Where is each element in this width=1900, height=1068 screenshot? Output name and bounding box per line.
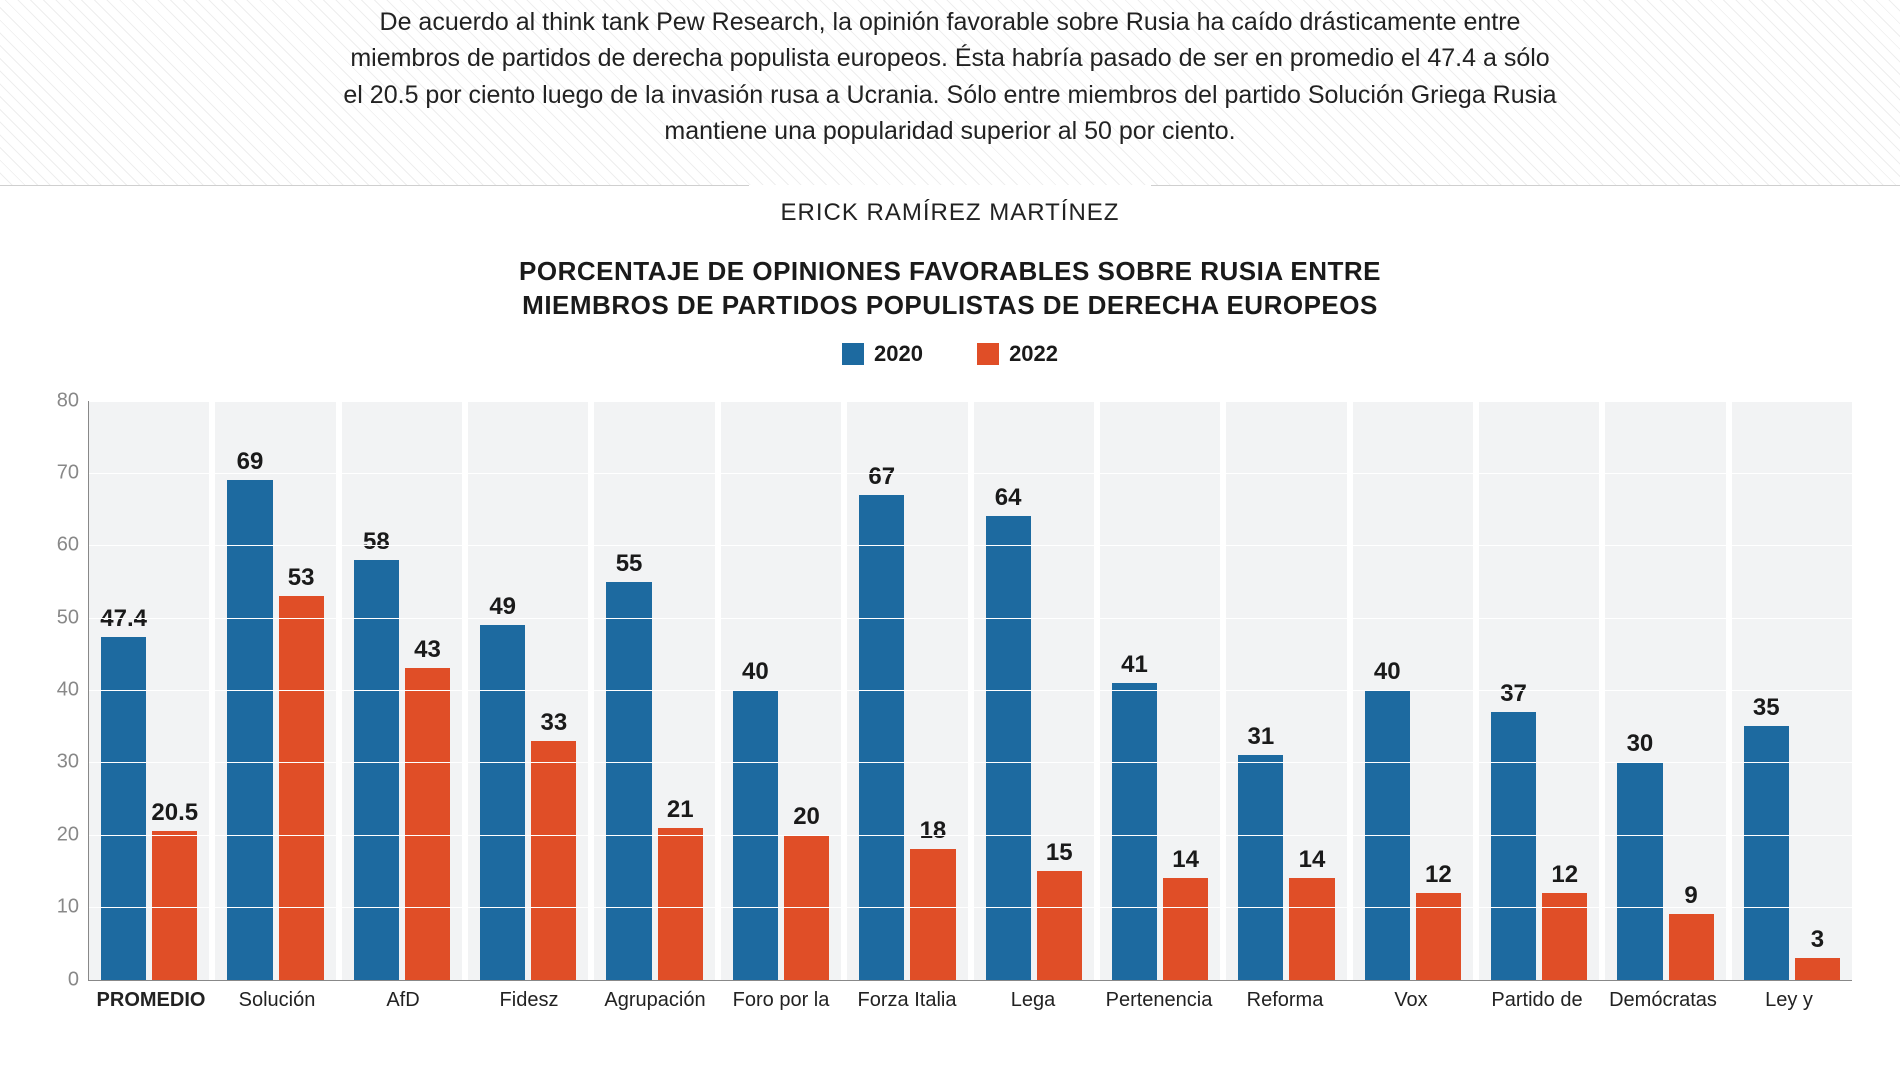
gridline — [89, 762, 1852, 763]
gridline — [89, 907, 1852, 908]
bar-value-label: 12 — [1425, 861, 1452, 889]
bar-value-label: 35 — [1753, 694, 1780, 722]
legend: 2020 2022 — [0, 341, 1900, 371]
bar-value-label: 21 — [667, 796, 694, 824]
chart-title-line2: MIEMBROS DE PARTIDOS POPULISTAS DE DEREC… — [0, 289, 1900, 323]
bar-value-label: 33 — [540, 709, 567, 737]
bar: 18 — [910, 849, 955, 979]
x-label: Lega — [970, 981, 1096, 1021]
byline-text: ERICK RAMÍREZ MARTÍNEZ — [749, 185, 1152, 241]
chart-title-line1: PORCENTAJE DE OPINIONES FAVORABLES SOBRE… — [0, 255, 1900, 289]
bar: 14 — [1289, 878, 1334, 979]
y-tick: 70 — [33, 461, 79, 484]
bar: 64 — [986, 516, 1031, 979]
x-label: Agrupación — [592, 981, 718, 1021]
byline-row: ERICK RAMÍREZ MARTÍNEZ — [0, 185, 1900, 241]
bar-value-label: 53 — [288, 564, 315, 592]
legend-label-2020: 2020 — [874, 341, 923, 367]
bar: 33 — [531, 741, 576, 980]
bar: 58 — [354, 560, 399, 980]
bar-value-label: 55 — [616, 550, 643, 578]
bar: 3 — [1795, 958, 1840, 980]
bar-value-label: 15 — [1046, 839, 1073, 867]
bar-value-label: 3 — [1811, 926, 1824, 954]
bar: 14 — [1163, 878, 1208, 979]
bar: 49 — [480, 625, 525, 980]
legend-item-2020: 2020 — [842, 341, 923, 367]
header-hatch: De acuerdo al think tank Pew Research, l… — [0, 0, 1900, 186]
bar: 35 — [1744, 726, 1789, 979]
bar-value-label: 40 — [742, 658, 769, 686]
bar-value-label: 43 — [414, 636, 441, 664]
intro-paragraph: De acuerdo al think tank Pew Research, l… — [340, 0, 1560, 149]
bar: 53 — [279, 596, 324, 980]
bar-value-label: 64 — [995, 484, 1022, 512]
legend-swatch-2022 — [977, 343, 999, 365]
x-label: Reforma — [1222, 981, 1348, 1021]
x-label: Foro por la — [718, 981, 844, 1021]
bar-value-label: 20.5 — [151, 799, 198, 827]
gridline — [89, 545, 1852, 546]
y-tick: 40 — [33, 679, 79, 702]
y-tick: 80 — [33, 389, 79, 412]
gridline — [89, 690, 1852, 691]
x-label: Pertenencia — [1096, 981, 1222, 1021]
bar: 9 — [1669, 914, 1714, 979]
x-label: Demócratas — [1600, 981, 1726, 1021]
bar: 43 — [405, 668, 450, 979]
bar: 41 — [1112, 683, 1157, 980]
bar: 55 — [606, 582, 651, 980]
x-label: Fidesz — [466, 981, 592, 1021]
bar-value-label: 14 — [1172, 846, 1199, 874]
plot-area: 47.420.569535843493355214020671864154114… — [88, 401, 1852, 981]
y-tick: 60 — [33, 534, 79, 557]
bar-value-label: 14 — [1299, 846, 1326, 874]
y-tick: 0 — [33, 968, 79, 991]
bar-value-label: 20 — [793, 803, 820, 831]
bar-value-label: 58 — [363, 528, 390, 556]
bar-value-label: 37 — [1500, 680, 1527, 708]
bar: 15 — [1037, 871, 1082, 980]
gridline — [89, 473, 1852, 474]
legend-item-2022: 2022 — [977, 341, 1058, 367]
bar: 12 — [1542, 893, 1587, 980]
x-label: AfD — [340, 981, 466, 1021]
bar-value-label: 12 — [1551, 861, 1578, 889]
x-label: Partido de — [1474, 981, 1600, 1021]
gridline — [89, 618, 1852, 619]
legend-label-2022: 2022 — [1009, 341, 1058, 367]
bar: 12 — [1416, 893, 1461, 980]
bar-value-label: 40 — [1374, 658, 1401, 686]
bar-value-label: 30 — [1627, 730, 1654, 758]
bar-value-label: 18 — [920, 817, 947, 845]
y-tick: 10 — [33, 896, 79, 919]
y-tick: 30 — [33, 751, 79, 774]
bar-value-label: 67 — [868, 463, 895, 491]
bar: 37 — [1491, 712, 1536, 980]
x-label: Ley y — [1726, 981, 1852, 1021]
chart-title: PORCENTAJE DE OPINIONES FAVORABLES SOBRE… — [0, 255, 1900, 323]
x-label: PROMEDIO — [88, 981, 214, 1021]
bar: 31 — [1238, 755, 1283, 979]
x-axis-labels: PROMEDIOSoluciónAfDFideszAgrupaciónForo … — [88, 981, 1852, 1021]
y-tick: 50 — [33, 606, 79, 629]
chart-area: 47.420.569535843493355214020671864154114… — [88, 381, 1852, 1021]
legend-swatch-2020 — [842, 343, 864, 365]
bar-value-label: 31 — [1247, 723, 1274, 751]
bar-value-label: 41 — [1121, 651, 1148, 679]
bar: 30 — [1617, 762, 1662, 979]
y-tick: 20 — [33, 823, 79, 846]
bar: 47.4 — [101, 637, 146, 980]
bar: 21 — [658, 828, 703, 980]
gridline — [89, 835, 1852, 836]
bar: 20.5 — [152, 831, 197, 979]
x-label: Solución — [214, 981, 340, 1021]
x-label: Vox — [1348, 981, 1474, 1021]
gridline — [89, 401, 1852, 402]
x-label: Forza Italia — [844, 981, 970, 1021]
bar: 69 — [227, 480, 272, 979]
